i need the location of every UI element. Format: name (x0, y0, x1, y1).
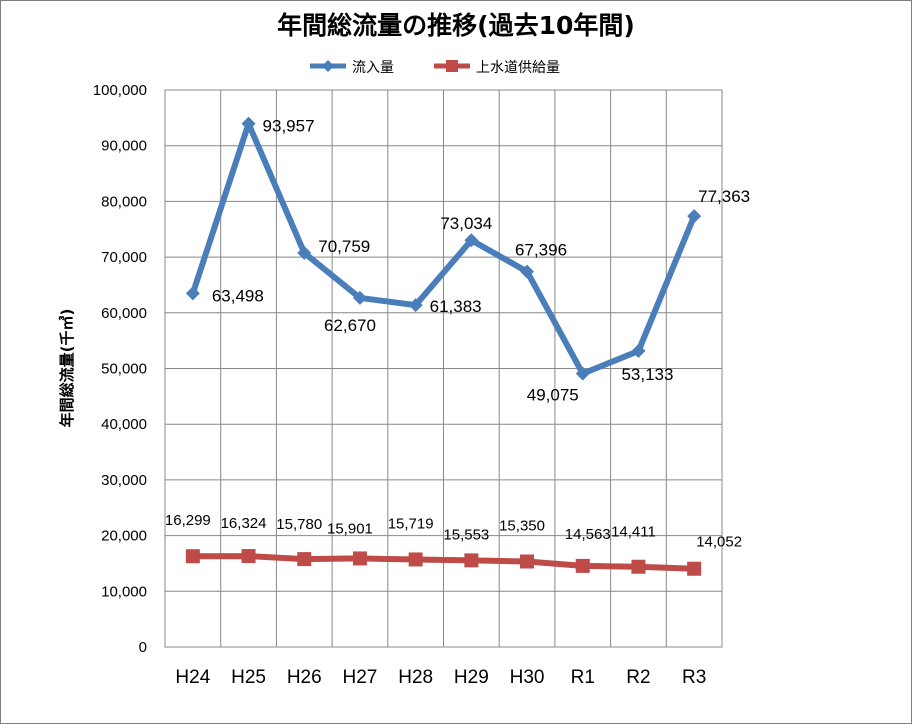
chart-title: 年間総流量の推移(過去10年間) (277, 11, 635, 40)
data-label-water-supply: 15,350 (499, 518, 545, 535)
x-tick-label: R1 (571, 667, 595, 688)
data-label-inflow: 77,363 (698, 187, 750, 206)
data-label-water-supply: 15,719 (388, 515, 434, 532)
x-axis-ticks: H24 H25 H26 H27 H28 H29 H30 R1 R2 R3 (175, 667, 706, 688)
x-tick-label: R2 (626, 667, 650, 688)
x-tick-label: H29 (454, 667, 489, 688)
data-label-water-supply: 14,563 (565, 526, 611, 543)
y-tick-label: 100,000 (93, 82, 147, 99)
data-label-inflow: 70,759 (318, 237, 370, 256)
y-tick-label: 30,000 (101, 472, 147, 489)
legend-swatch-water-supply (434, 60, 470, 72)
x-tick-label: H27 (343, 667, 378, 688)
legend-label-inflow: 流入量 (352, 60, 394, 76)
data-label-water-supply: 15,553 (443, 526, 489, 543)
y-tick-label: 90,000 (101, 138, 147, 155)
x-tick-label: H28 (398, 667, 433, 688)
y-tick-label: 20,000 (101, 528, 147, 545)
series (185, 116, 702, 576)
data-point-inflow (297, 245, 312, 260)
data-label-inflow: 63,498 (212, 286, 264, 305)
y-tick-label: 0 (139, 639, 147, 656)
y-tick-label: 80,000 (101, 193, 147, 210)
x-tick-label: H30 (510, 667, 545, 688)
y-axis-label: 年間総流量(千㎥) (58, 309, 76, 428)
y-tick-label: 10,000 (101, 583, 147, 600)
y-tick-label: 60,000 (101, 305, 147, 322)
data-label-water-supply: 15,780 (276, 516, 322, 533)
data-point-inflow (575, 366, 590, 381)
y-tick-label: 50,000 (101, 361, 147, 378)
data-point-water-supply (464, 553, 479, 568)
data-point-water-supply (520, 554, 535, 569)
data-point-inflow (185, 286, 200, 301)
data-point-water-supply (297, 552, 312, 567)
data-label-inflow: 93,957 (263, 117, 315, 136)
x-tick-label: H24 (175, 667, 210, 688)
data-point-water-supply (631, 559, 646, 574)
data-point-water-supply (185, 549, 200, 564)
data-point-inflow (464, 233, 479, 248)
data-point-inflow (408, 298, 423, 313)
data-point-inflow (631, 344, 646, 359)
data-point-inflow (520, 264, 535, 279)
data-label-inflow: 73,034 (440, 214, 492, 233)
data-label-water-supply: 14,052 (696, 534, 742, 551)
data-point-inflow (687, 209, 702, 224)
plot-area (164, 89, 723, 648)
legend-swatch-inflow (310, 60, 346, 72)
data-point-inflow (352, 290, 367, 305)
y-tick-label: 40,000 (101, 416, 147, 433)
data-label-inflow: 67,396 (515, 241, 567, 260)
data-label-water-supply: 14,411 (611, 524, 656, 541)
data-point-water-supply (687, 561, 702, 576)
x-tick-label: H25 (231, 667, 266, 688)
x-tick-label: R3 (682, 667, 706, 688)
data-label-water-supply: 15,901 (327, 520, 373, 537)
data-label-inflow: 62,670 (324, 316, 376, 335)
data-label-water-supply: 16,324 (221, 515, 267, 532)
data-label-inflow: 49,075 (527, 386, 579, 405)
y-axis-ticks: 0 10,000 20,000 30,000 40,000 50,000 60,000 70,… (93, 82, 147, 656)
data-point-inflow (241, 116, 256, 131)
data-label-inflow: 61,383 (430, 297, 482, 316)
data-point-water-supply (408, 552, 423, 567)
data-label-inflow: 53,133 (621, 365, 673, 384)
series-line-inflow (189, 120, 698, 377)
data-point-water-supply (575, 558, 590, 573)
data-point-water-supply (241, 549, 256, 564)
legend-label-water-supply: 上水道供給量 (476, 60, 560, 76)
data-point-water-supply (352, 551, 367, 566)
series-line-water-supply (189, 553, 698, 572)
y-tick-label: 70,000 (101, 249, 147, 266)
data-label-water-supply: 16,299 (165, 512, 211, 529)
x-tick-label: H26 (287, 667, 322, 688)
data-labels: 63,498 93,957 70,759 62,670 61,383 73,034 67,3… (165, 117, 750, 551)
